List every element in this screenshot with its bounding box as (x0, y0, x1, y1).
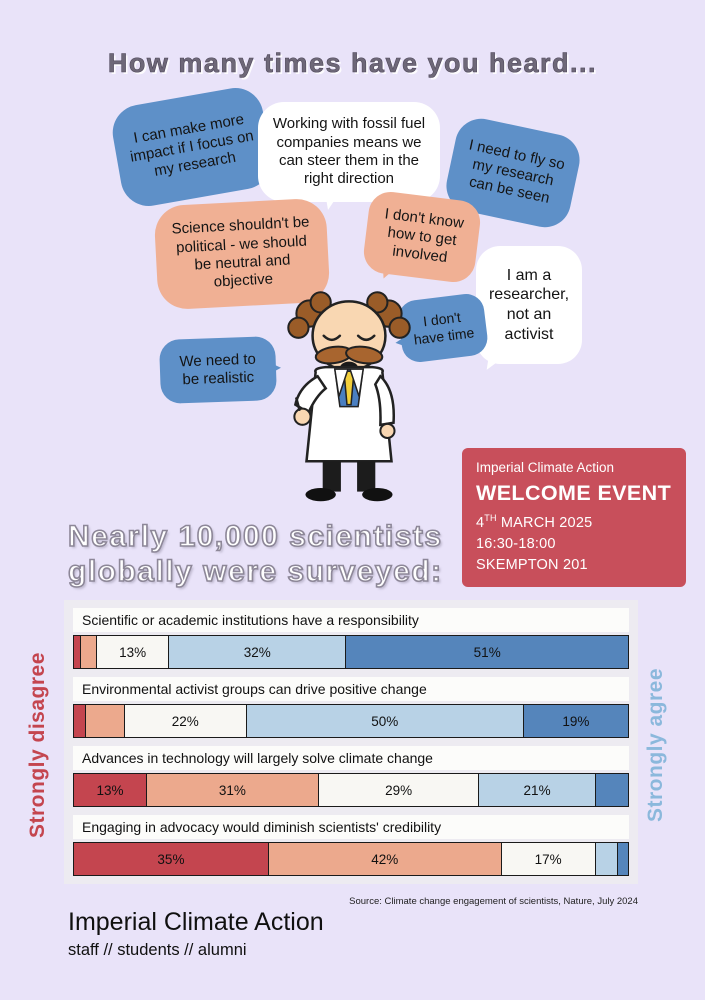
axis-label-strongly-agree: Strongly agree (644, 667, 667, 823)
page-title: How many times have you heard... (107, 48, 598, 79)
chart-source: Source: Climate change engagement of sci… (349, 896, 638, 907)
survey-chart: Scientific or academic institutions have… (64, 600, 638, 884)
event-card-location: SKEMPTON 201 (476, 556, 588, 573)
footer-org: Imperial Climate Action (68, 908, 324, 936)
bar-segment-disagree: 42% (267, 843, 501, 875)
bar-segment-value: 22% (171, 713, 199, 729)
bar-segment-disagree (79, 636, 97, 668)
event-card-date: 4TH MARCH 2025 (476, 513, 593, 531)
bar-segment-strongly-agree: 51% (345, 636, 628, 668)
bar-segment-value: 51% (473, 644, 501, 660)
scientist-illustration (263, 283, 435, 511)
bar-segment-agree (594, 843, 617, 875)
chart-row-label: Advances in technology will largely solv… (73, 746, 629, 770)
bar-segment-agree: 21% (478, 774, 595, 806)
speech-bubble-text: I can make more impact if I focus on my … (128, 110, 255, 180)
speech-bubble-how-to-get-involved: I don't know how to get involved (361, 189, 483, 285)
event-card-org: Imperial Climate Action (476, 460, 615, 475)
chart-row-label: Scientific or academic institutions have… (73, 608, 629, 632)
bar-segment-value: 42% (371, 851, 399, 867)
bar-segment-value: 31% (218, 782, 246, 798)
chart-group: Scientific or academic institutions have… (73, 608, 629, 669)
bar-segment-strongly-agree (616, 843, 628, 875)
bar-segment-value: 19% (562, 713, 590, 729)
stacked-bar: 13% 31% 29% 21% (73, 773, 629, 807)
footer-audience: staff // students // alumni (68, 941, 247, 959)
survey-heading: Nearly 10,000 scientists globally were s… (67, 519, 443, 589)
speech-bubble-fossil-fuel: Working with fossil fuel companies means… (258, 102, 440, 210)
bar-segment-neutral: 13% (96, 636, 169, 668)
chart-row-label: Engaging in advocacy would diminish scie… (73, 815, 629, 839)
bar-segment-strongly-disagree (74, 636, 80, 668)
survey-heading-line2: globally were surveyed: (67, 554, 443, 589)
chart-row-label: Environmental activist groups can drive … (73, 677, 629, 701)
bar-segment-value: 50% (371, 713, 399, 729)
speech-bubble-not-an-activist: I am a researcher, not an activist (476, 246, 582, 364)
bar-segment-agree: 50% (245, 705, 523, 737)
bar-segment-strongly-disagree (74, 705, 86, 737)
bar-segment-neutral: 29% (317, 774, 479, 806)
bar-segment-strongly-disagree: 13% (74, 774, 147, 806)
event-card-time: 16:30-18:00 (476, 535, 556, 552)
stacked-bar: 13% 32% 51% (73, 635, 629, 669)
bar-segment-value: 32% (243, 644, 271, 660)
bar-segment-neutral: 22% (123, 705, 246, 737)
scientist-cartoon-svg (287, 291, 411, 502)
chart-group: Environmental activist groups can drive … (73, 677, 629, 738)
bar-segment-agree: 32% (168, 636, 346, 668)
bar-segment-disagree (85, 705, 124, 737)
bar-segment-value: 29% (385, 782, 413, 798)
axis-label-strongly-disagree: Strongly disagree (26, 652, 49, 838)
speech-bubble-text: Working with fossil fuel companies means… (272, 115, 426, 188)
speech-bubble-text: I don't know how to get involved (383, 204, 465, 267)
chart-group: Engaging in advocacy would diminish scie… (73, 815, 629, 876)
bar-segment-value: 21% (523, 782, 551, 798)
survey-heading-line1: Nearly 10,000 scientists (67, 519, 443, 554)
bar-segment-strongly-agree: 19% (522, 705, 628, 737)
bar-segment-strongly-agree (594, 774, 628, 806)
bar-segment-disagree: 31% (146, 774, 318, 806)
speech-bubble-text: We need to be realistic (179, 350, 257, 389)
bar-segment-value: 13% (96, 782, 124, 798)
speech-bubble-text: I need to fly so my research can be seen (467, 136, 567, 208)
speech-bubble-text: I am a researcher, not an activist (488, 266, 570, 343)
chart-group: Advances in technology will largely solv… (73, 746, 629, 807)
bar-segment-value: 17% (534, 851, 562, 867)
bar-segment-value: 35% (157, 851, 185, 867)
stacked-bar: 35% 42% 17% (73, 842, 629, 876)
bar-segment-strongly-disagree: 35% (74, 843, 268, 875)
bar-segment-value: 13% (119, 644, 147, 660)
event-card-title: WELCOME EVENT (476, 481, 672, 505)
speech-bubble-research-impact: I can make more impact if I focus on my … (108, 83, 276, 211)
event-card: Imperial Climate Action WELCOME EVENT 4T… (462, 448, 686, 587)
stacked-bar: 22% 50% 19% (73, 704, 629, 738)
bar-segment-neutral: 17% (500, 843, 595, 875)
speech-bubble-be-realistic: We need to be realistic (158, 335, 278, 405)
